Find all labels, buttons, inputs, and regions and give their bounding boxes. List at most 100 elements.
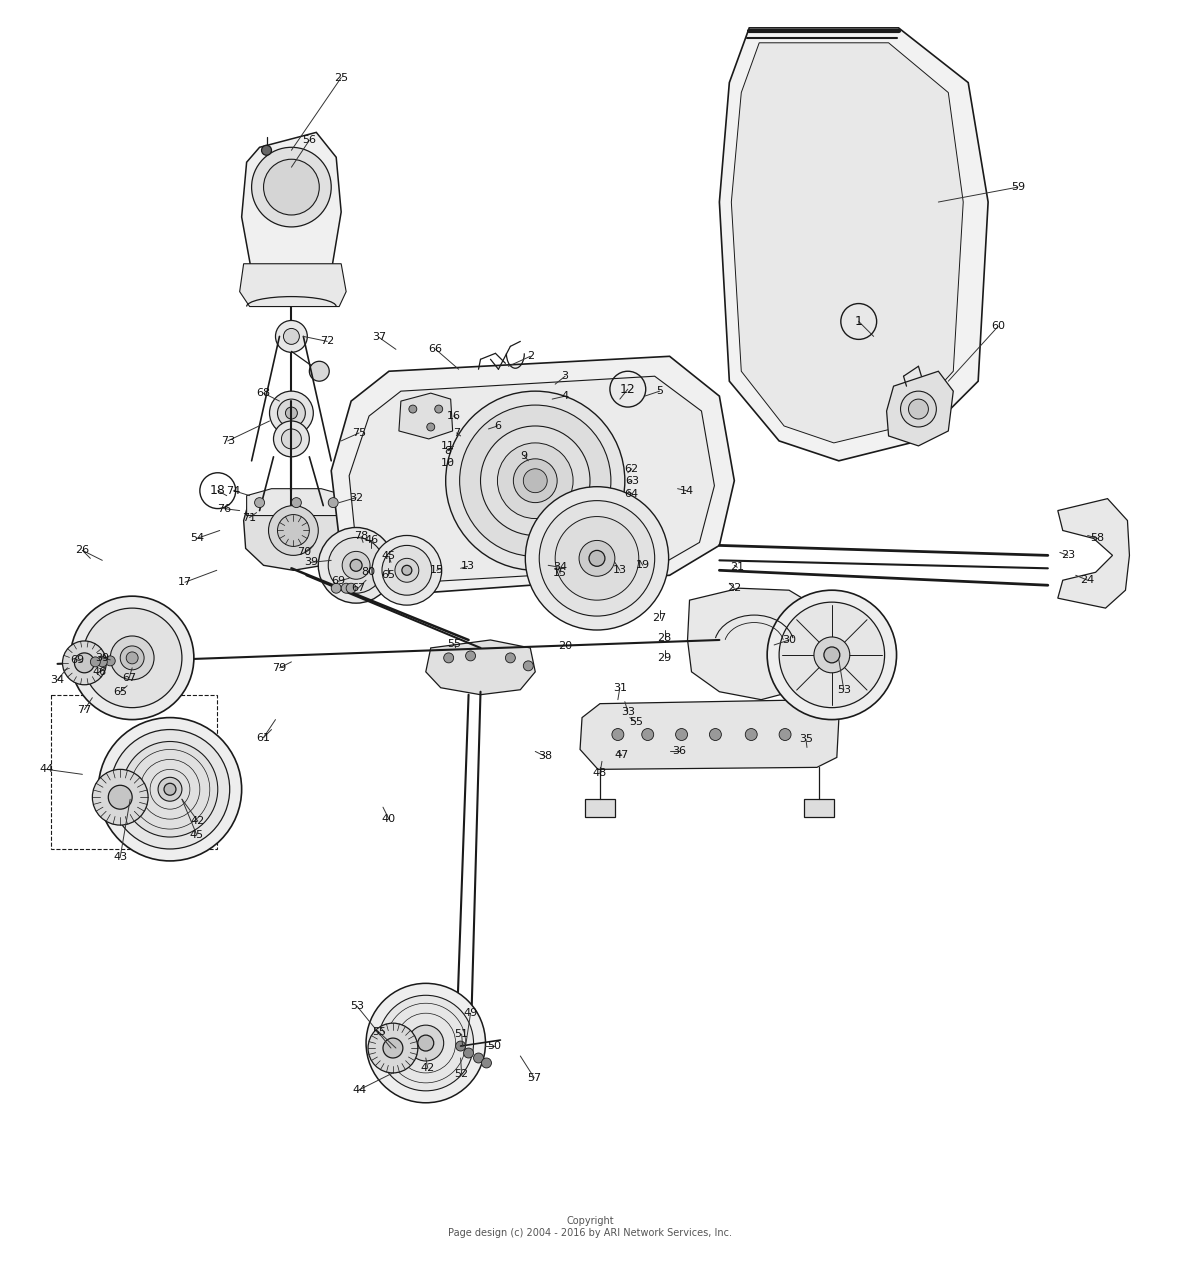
Text: 32: 32: [349, 492, 363, 503]
Text: 60: 60: [991, 322, 1005, 332]
Polygon shape: [349, 376, 714, 584]
Circle shape: [408, 1025, 444, 1061]
Bar: [585, 799, 615, 817]
Text: 40: 40: [382, 814, 396, 824]
Text: 75: 75: [352, 428, 366, 438]
Circle shape: [277, 514, 309, 547]
Circle shape: [384, 1038, 402, 1058]
Text: 71: 71: [243, 513, 257, 523]
Text: 33: 33: [621, 706, 635, 717]
Text: 3: 3: [562, 371, 569, 381]
Text: 11: 11: [440, 441, 454, 451]
Text: 48: 48: [592, 768, 607, 779]
Polygon shape: [399, 394, 453, 439]
Text: 39: 39: [304, 557, 319, 567]
Circle shape: [480, 425, 590, 536]
Circle shape: [676, 728, 688, 741]
Circle shape: [814, 637, 850, 672]
Circle shape: [263, 160, 320, 215]
Text: 12: 12: [620, 382, 636, 396]
Polygon shape: [426, 641, 536, 695]
Text: 76: 76: [217, 504, 231, 514]
Circle shape: [481, 1058, 491, 1069]
Text: 2: 2: [526, 351, 533, 361]
Polygon shape: [247, 489, 346, 515]
Circle shape: [319, 528, 394, 603]
Circle shape: [642, 728, 654, 741]
Circle shape: [126, 652, 138, 663]
Text: 15: 15: [553, 568, 568, 579]
Text: 10: 10: [440, 458, 454, 468]
Text: 30: 30: [782, 636, 796, 644]
Text: 56: 56: [302, 135, 316, 146]
Text: 68: 68: [256, 389, 270, 398]
Circle shape: [824, 647, 840, 663]
Text: 21: 21: [730, 562, 745, 572]
Text: 36: 36: [673, 747, 687, 757]
Circle shape: [709, 728, 721, 741]
Text: 26: 26: [76, 546, 90, 556]
Circle shape: [269, 505, 319, 556]
Text: 45: 45: [190, 830, 204, 841]
Circle shape: [746, 728, 758, 741]
Text: 15: 15: [430, 566, 444, 575]
Text: 78: 78: [354, 532, 368, 542]
Text: 47: 47: [615, 751, 629, 761]
Text: 13: 13: [460, 561, 474, 571]
Circle shape: [455, 1041, 466, 1051]
Text: 67: 67: [122, 672, 136, 682]
Circle shape: [427, 423, 434, 430]
Circle shape: [158, 777, 182, 801]
Circle shape: [277, 399, 306, 427]
Circle shape: [408, 405, 417, 413]
Text: 7: 7: [453, 428, 460, 438]
Text: 6: 6: [494, 422, 501, 430]
Text: 19: 19: [636, 561, 650, 570]
Circle shape: [900, 391, 937, 427]
Text: 77: 77: [77, 705, 92, 714]
Circle shape: [71, 596, 194, 719]
Circle shape: [350, 560, 362, 571]
Text: 53: 53: [837, 685, 851, 695]
Circle shape: [286, 408, 297, 419]
Text: 8: 8: [444, 446, 451, 456]
Text: ARi PartStream™: ARi PartStream™: [424, 551, 637, 571]
Polygon shape: [732, 43, 963, 443]
Polygon shape: [688, 589, 819, 700]
Text: 66: 66: [428, 344, 442, 354]
Text: 39: 39: [96, 653, 110, 663]
Circle shape: [341, 584, 352, 594]
Circle shape: [612, 728, 624, 741]
Text: 20: 20: [558, 641, 572, 651]
Circle shape: [346, 584, 356, 594]
Circle shape: [555, 517, 638, 600]
Circle shape: [255, 498, 264, 508]
Circle shape: [523, 468, 548, 492]
Text: 42: 42: [420, 1063, 435, 1074]
Text: 73: 73: [221, 436, 235, 446]
Polygon shape: [581, 700, 839, 770]
Polygon shape: [243, 492, 343, 570]
Text: 55: 55: [629, 717, 643, 727]
Circle shape: [525, 486, 669, 630]
Circle shape: [109, 785, 132, 809]
Text: 9: 9: [520, 451, 527, 461]
Text: 22: 22: [727, 584, 741, 594]
Circle shape: [164, 784, 176, 795]
Circle shape: [779, 728, 791, 741]
Circle shape: [767, 590, 897, 719]
Circle shape: [283, 328, 300, 344]
Circle shape: [97, 657, 107, 667]
Text: 46: 46: [92, 667, 106, 677]
Circle shape: [110, 729, 230, 849]
Text: 49: 49: [464, 1008, 478, 1018]
Text: 58: 58: [1090, 533, 1104, 543]
Text: 16: 16: [447, 411, 460, 422]
Circle shape: [309, 361, 329, 381]
Text: 27: 27: [653, 613, 667, 623]
Text: 38: 38: [538, 752, 552, 761]
Circle shape: [275, 320, 307, 352]
Text: 35: 35: [799, 734, 813, 744]
Circle shape: [523, 661, 533, 671]
Text: 80: 80: [361, 567, 375, 577]
